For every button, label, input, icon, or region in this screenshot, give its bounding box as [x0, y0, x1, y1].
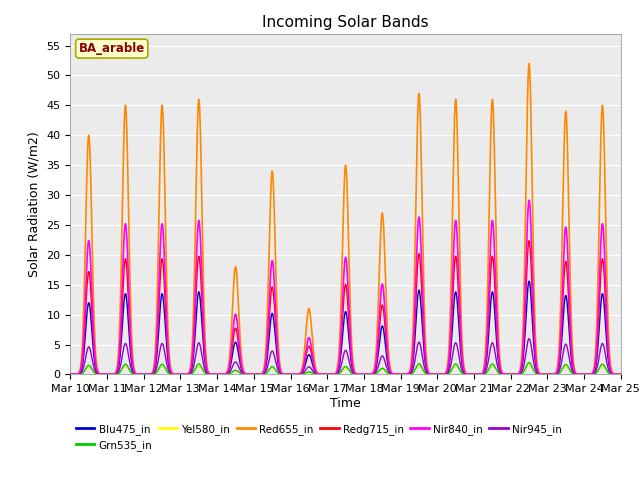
Y-axis label: Solar Radiation (W/m2): Solar Radiation (W/m2) [28, 131, 41, 277]
X-axis label: Time: Time [330, 397, 361, 410]
Title: Incoming Solar Bands: Incoming Solar Bands [262, 15, 429, 30]
Text: BA_arable: BA_arable [79, 42, 145, 55]
Legend: Blu475_in, Grn535_in, Yel580_in, Red655_in, Redg715_in, Nir840_in, Nir945_in: Blu475_in, Grn535_in, Yel580_in, Red655_… [76, 424, 562, 451]
